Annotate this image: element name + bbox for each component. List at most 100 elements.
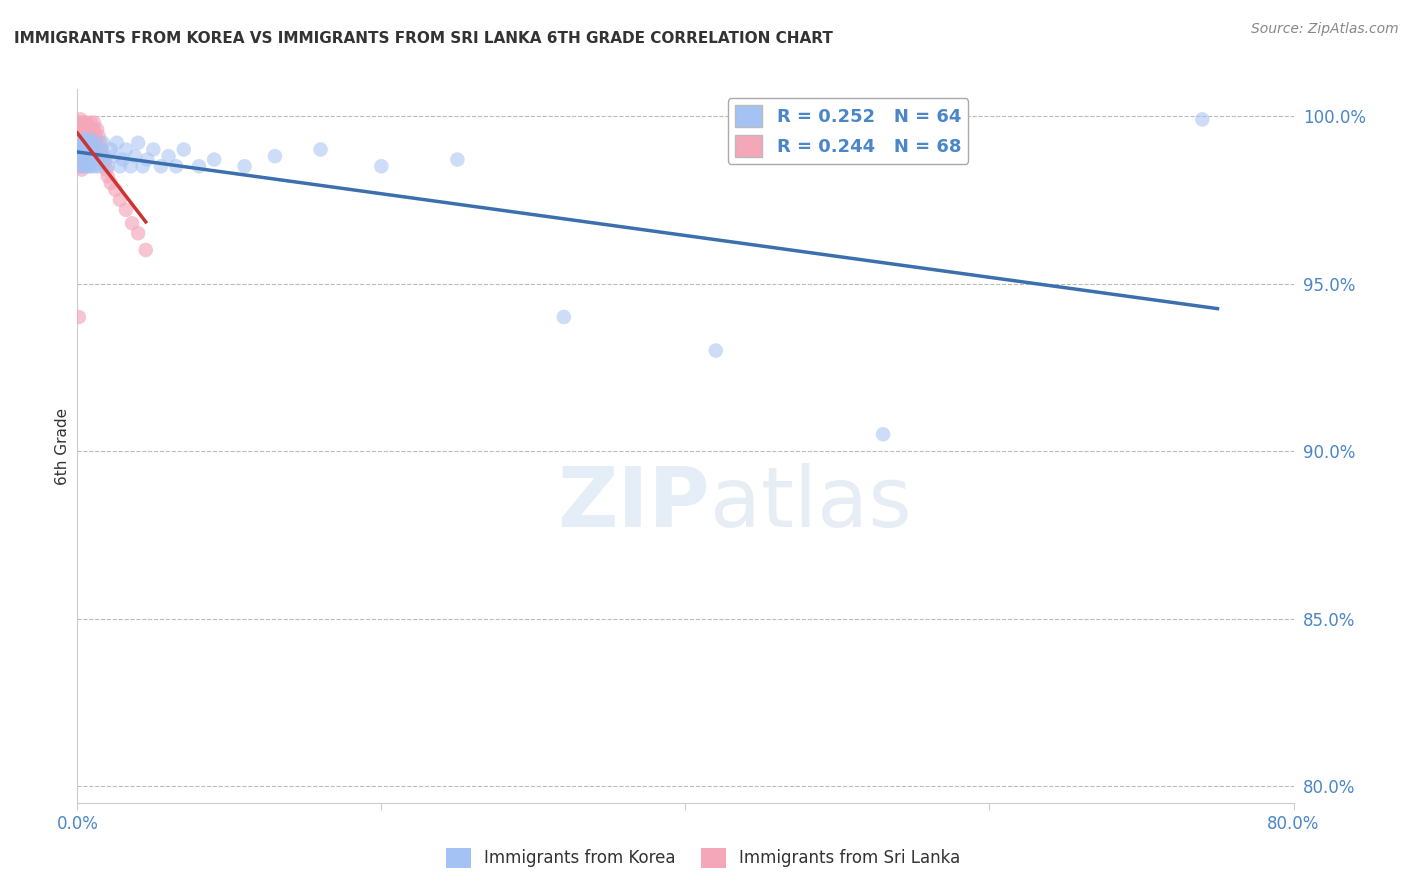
Point xyxy=(173,143,195,157)
Point xyxy=(75,153,97,167)
Point xyxy=(91,149,114,163)
Point xyxy=(82,136,104,150)
Point xyxy=(1191,112,1213,127)
Point xyxy=(136,153,159,167)
Point xyxy=(67,143,90,157)
Point xyxy=(73,136,96,150)
Point xyxy=(309,143,332,157)
Point xyxy=(82,129,104,144)
Point xyxy=(75,129,97,144)
Point xyxy=(73,122,96,136)
Point xyxy=(77,159,100,173)
Point xyxy=(120,159,142,173)
Point xyxy=(108,159,131,173)
Point xyxy=(97,169,120,184)
Point xyxy=(77,132,100,146)
Text: IMMIGRANTS FROM KOREA VS IMMIGRANTS FROM SRI LANKA 6TH GRADE CORRELATION CHART: IMMIGRANTS FROM KOREA VS IMMIGRANTS FROM… xyxy=(14,31,832,46)
Point xyxy=(872,427,894,442)
Point xyxy=(84,143,107,157)
Point xyxy=(67,310,90,324)
Point xyxy=(69,119,91,133)
Point xyxy=(121,216,143,230)
Point xyxy=(72,132,94,146)
Point xyxy=(188,159,211,173)
Point xyxy=(96,162,118,177)
Point xyxy=(73,129,96,144)
Point xyxy=(72,132,94,146)
Point xyxy=(77,153,100,167)
Point xyxy=(70,116,93,130)
Point xyxy=(100,143,122,157)
Point xyxy=(82,159,104,173)
Point xyxy=(75,143,97,157)
Point xyxy=(75,122,97,136)
Point xyxy=(69,153,91,167)
Point xyxy=(553,310,575,324)
Point xyxy=(84,129,107,144)
Point xyxy=(67,149,90,163)
Point xyxy=(77,139,100,153)
Point xyxy=(67,136,90,150)
Point xyxy=(75,116,97,130)
Point xyxy=(233,159,256,173)
Point xyxy=(73,116,96,130)
Point xyxy=(90,143,112,157)
Point xyxy=(91,136,114,150)
Point xyxy=(72,143,94,157)
Point xyxy=(108,193,131,207)
Point xyxy=(73,149,96,163)
Point xyxy=(202,153,225,167)
Point xyxy=(82,143,104,157)
Point xyxy=(72,126,94,140)
Point xyxy=(93,153,115,167)
Point xyxy=(704,343,727,358)
Point xyxy=(111,153,134,167)
Point xyxy=(446,153,468,167)
Point xyxy=(70,156,93,170)
Point xyxy=(69,112,91,127)
Point xyxy=(264,149,287,163)
Point xyxy=(82,143,104,157)
Point xyxy=(157,149,180,163)
Point xyxy=(105,136,128,150)
Point xyxy=(115,202,138,217)
Point xyxy=(87,129,110,144)
Point xyxy=(67,122,90,136)
Point xyxy=(79,122,101,136)
Point xyxy=(75,132,97,146)
Point xyxy=(70,149,93,163)
Text: Source: ZipAtlas.com: Source: ZipAtlas.com xyxy=(1251,22,1399,37)
Point xyxy=(70,136,93,150)
Point xyxy=(70,122,93,136)
Point xyxy=(70,136,93,150)
Legend: Immigrants from Korea, Immigrants from Sri Lanka: Immigrants from Korea, Immigrants from S… xyxy=(439,841,967,875)
Point xyxy=(89,143,111,157)
Y-axis label: 6th Grade: 6th Grade xyxy=(55,408,70,484)
Legend: R = 0.252   N = 64, R = 0.244   N = 68: R = 0.252 N = 64, R = 0.244 N = 68 xyxy=(728,98,969,164)
Point xyxy=(165,159,187,173)
Point xyxy=(127,136,149,150)
Point xyxy=(87,159,110,173)
Point xyxy=(93,156,115,170)
Point xyxy=(69,132,91,146)
Point xyxy=(70,162,93,177)
Point xyxy=(149,159,172,173)
Point xyxy=(142,143,165,157)
Point xyxy=(80,132,103,146)
Point xyxy=(84,159,107,173)
Point xyxy=(67,156,90,170)
Point xyxy=(80,116,103,130)
Point xyxy=(69,126,91,140)
Point xyxy=(77,126,100,140)
Point xyxy=(70,143,93,157)
Point xyxy=(104,183,127,197)
Point xyxy=(90,149,112,163)
Point xyxy=(72,139,94,153)
Point xyxy=(100,176,122,190)
Point xyxy=(69,159,91,173)
Point xyxy=(73,136,96,150)
Point xyxy=(83,136,105,150)
Point xyxy=(77,143,100,157)
Point xyxy=(84,136,107,150)
Point xyxy=(124,149,146,163)
